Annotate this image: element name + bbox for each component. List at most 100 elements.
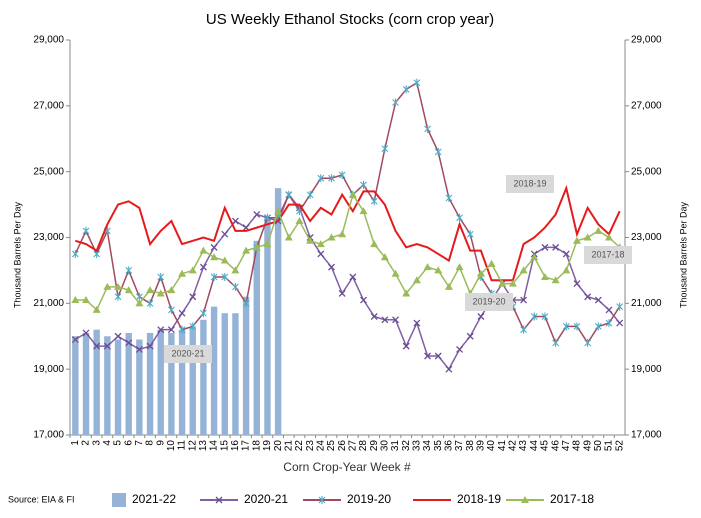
x-tick-label: 47 <box>561 440 572 452</box>
x-tick-label: 17 <box>241 440 252 452</box>
marker <box>370 240 379 248</box>
marker <box>93 342 101 350</box>
y-tick-label: 23,000 <box>33 232 64 243</box>
marker <box>295 217 304 225</box>
marker <box>444 282 453 290</box>
marker <box>263 240 272 248</box>
marker <box>508 279 517 287</box>
marker <box>456 213 463 222</box>
marker <box>338 170 346 179</box>
marker <box>316 240 325 248</box>
marker <box>445 194 453 202</box>
legend-label: 2019-20 <box>347 492 391 506</box>
marker <box>573 280 581 288</box>
marker <box>616 319 624 327</box>
x-tick-label: 44 <box>529 440 540 452</box>
marker <box>584 293 592 301</box>
marker <box>210 273 218 281</box>
marker <box>520 296 528 304</box>
markers <box>71 78 624 347</box>
x-tick-label: 11 <box>177 440 188 451</box>
marker <box>455 263 464 271</box>
marker <box>210 253 219 261</box>
y2-tick-label: 27,000 <box>631 100 662 111</box>
marker <box>82 296 91 304</box>
annotation: 2019-20 <box>472 296 505 306</box>
marker <box>318 496 326 504</box>
marker <box>82 329 90 337</box>
marker <box>520 325 527 334</box>
source: Source: EIA & FI <box>8 494 75 504</box>
y2-tick-label: 21,000 <box>631 298 662 309</box>
marker <box>424 352 432 360</box>
x-tick-label: 14 <box>209 440 220 452</box>
bar <box>200 319 207 435</box>
marker <box>284 233 293 241</box>
marker <box>562 322 570 331</box>
line <box>75 184 621 282</box>
bar <box>146 332 154 435</box>
bar <box>274 188 282 435</box>
y2-tick-label: 19,000 <box>631 364 662 375</box>
marker <box>476 269 485 277</box>
x-tick-label: 48 <box>572 440 583 452</box>
marker <box>327 233 336 241</box>
bar <box>168 332 175 435</box>
marker <box>466 230 474 239</box>
marker <box>392 98 399 107</box>
marker <box>167 326 175 334</box>
marker <box>146 342 154 350</box>
x-tick-label: 29 <box>369 440 380 452</box>
x-tick-label: 9 <box>155 440 166 446</box>
marker <box>253 210 261 218</box>
annotation: 2018-19 <box>513 178 546 188</box>
marker <box>103 342 111 350</box>
x-tick-label: 22 <box>294 440 305 452</box>
y2-tick-label: 17,000 <box>631 430 662 441</box>
x-tick-label: 28 <box>358 440 369 452</box>
x-tick-label: 19 <box>262 440 273 452</box>
bar <box>82 332 90 435</box>
x-tick-label: 43 <box>518 440 529 452</box>
bar <box>253 240 260 435</box>
x-tick-label: 49 <box>582 440 593 452</box>
marker <box>360 296 367 304</box>
x-tick-label: 1 <box>70 440 81 446</box>
y2-tick-label: 25,000 <box>631 166 662 177</box>
marker <box>71 296 80 304</box>
marker <box>328 174 335 183</box>
x-tick-label: 2 <box>81 440 92 446</box>
bar <box>72 336 79 435</box>
marker <box>252 243 261 251</box>
y-tick-label: 19,000 <box>33 364 64 375</box>
marker <box>551 276 560 284</box>
chart-title: US Weekly Ethanol Stocks (corn crop year… <box>206 11 494 28</box>
marker <box>402 85 410 94</box>
x-tick-label: 10 <box>166 440 177 452</box>
marker <box>616 302 624 311</box>
marker <box>135 345 143 353</box>
marker <box>519 266 528 274</box>
marker <box>540 273 549 280</box>
y-axis-title: Thousand Barrels Per Day <box>12 201 22 308</box>
marker <box>92 305 101 313</box>
marker <box>338 289 346 297</box>
x-tick-label: 3 <box>91 440 102 446</box>
marker <box>178 269 187 277</box>
legend-label: 2020-21 <box>244 492 288 506</box>
legend-label: 2021-22 <box>132 492 176 506</box>
annotation-box <box>465 293 513 311</box>
marker <box>114 292 122 301</box>
x-tick-label: 52 <box>614 440 625 452</box>
marker <box>434 266 443 274</box>
annotation: 2020-21 <box>171 348 204 358</box>
x-tick-label: 21 <box>283 440 294 452</box>
marker <box>82 226 90 235</box>
marker <box>167 286 176 294</box>
marker <box>605 306 613 314</box>
marker <box>338 230 347 238</box>
bar <box>157 329 164 435</box>
marker <box>221 230 229 238</box>
marker <box>392 316 399 324</box>
